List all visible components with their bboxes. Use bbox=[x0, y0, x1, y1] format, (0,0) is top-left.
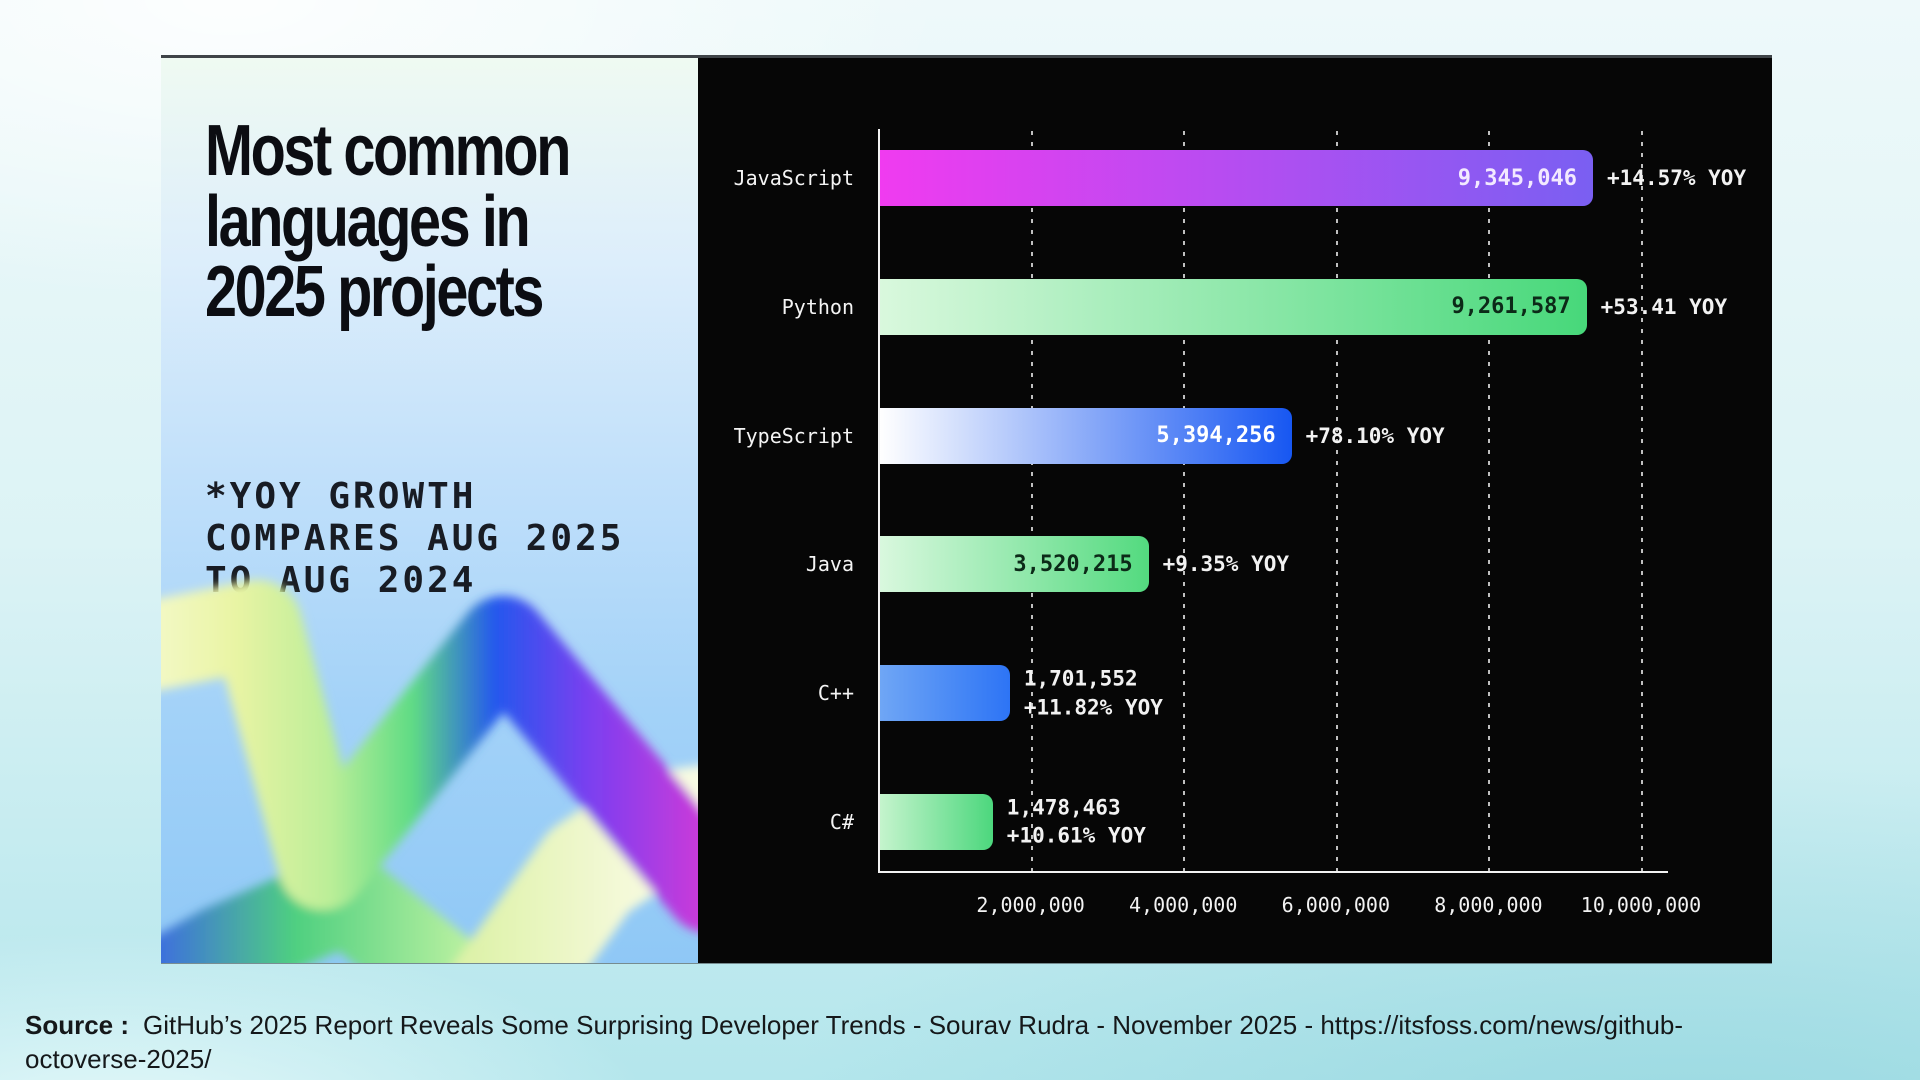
x-tick-label: 8,000,000 bbox=[1434, 893, 1543, 917]
value-growth-block: 1,701,552 +11.82% YOY bbox=[1024, 665, 1163, 722]
category-label-Python: Python bbox=[781, 294, 854, 319]
category-label-Java: Java bbox=[805, 552, 854, 577]
bar-TypeScript: 5,394,256 bbox=[880, 407, 1292, 464]
page-title: Most common languages in 2025 projects bbox=[205, 111, 571, 333]
title-panel: Most common languages in 2025 projects *… bbox=[161, 58, 698, 963]
plot-area: 2,000,000 4,000,000 6,000,000 8,000,000 10,0… bbox=[734, 129, 1758, 917]
x-axis-line bbox=[878, 871, 1668, 873]
bar-Java: 3,520,215 bbox=[880, 536, 1149, 593]
bar-C++ bbox=[880, 665, 1010, 722]
title-line-1: Most common bbox=[205, 111, 571, 191]
growth-label: +9.35% YOY bbox=[1162, 552, 1290, 577]
value-label: 3,520,215 bbox=[1013, 551, 1133, 577]
bar-Python: 9,261,587 bbox=[880, 278, 1587, 335]
value-growth-block: 1,478,463 +10.61% YOY bbox=[1007, 794, 1146, 851]
gridline-2,000,000 bbox=[1030, 131, 1033, 871]
chart-panel: 2,000,000 4,000,000 6,000,000 8,000,000 10,0… bbox=[698, 58, 1772, 963]
growth-label: +53.41 YOY bbox=[1600, 294, 1728, 319]
note-line-2: COMPARES AUG 2025 bbox=[205, 517, 625, 559]
category-label-C++: C++ bbox=[817, 681, 854, 706]
title-line-2: languages in bbox=[205, 181, 531, 262]
title-line-3: 2025 projects bbox=[205, 252, 544, 333]
bar-C# bbox=[880, 794, 993, 850]
category-label-JavaScript: JavaScript bbox=[733, 166, 854, 190]
growth-label: +11.82% YOY bbox=[1023, 695, 1163, 720]
category-label-C#: C# bbox=[829, 810, 854, 834]
bar-JavaScript: 9,345,046 bbox=[880, 150, 1594, 206]
yoy-note: *YOY GROWTH COMPARES AUG 2025 TO AUG 202… bbox=[205, 476, 624, 601]
category-label-TypeScript: TypeScript bbox=[733, 423, 854, 448]
value-label: 1,701,552 bbox=[1023, 666, 1138, 691]
decorative-ribbons-graphic bbox=[161, 580, 698, 963]
gridline-10,000,000 bbox=[1641, 131, 1643, 871]
value-label: 9,261,587 bbox=[1451, 294, 1571, 320]
x-tick-label: 10,000,000 bbox=[1580, 893, 1702, 917]
gridline-8,000,000 bbox=[1488, 131, 1491, 871]
growth-label: +10.61% YOY bbox=[1006, 824, 1146, 848]
note-line-1: *YOY GROWTH bbox=[205, 476, 477, 517]
value-label: 1,478,463 bbox=[1006, 795, 1121, 820]
source-caption: Source : GitHub’s 2025 Report Reveals Som… bbox=[25, 1008, 1783, 1077]
source-label: Source : bbox=[25, 1010, 130, 1040]
x-tick-label: 2,000,000 bbox=[976, 893, 1085, 917]
x-tick-label: 6,000,000 bbox=[1281, 893, 1390, 917]
y-axis-line bbox=[878, 129, 880, 873]
source-text: GitHub’s 2025 Report Reveals Some Surpri… bbox=[25, 1010, 1684, 1075]
growth-label: +78.10% YOY bbox=[1305, 423, 1445, 448]
infographic-card: Most common languages in 2025 projects *… bbox=[161, 55, 1772, 963]
gridline-6,000,000 bbox=[1335, 131, 1338, 871]
value-label: 5,394,256 bbox=[1156, 423, 1276, 449]
x-tick-label: 4,000,000 bbox=[1129, 893, 1238, 917]
growth-label: +14.57% YOY bbox=[1607, 166, 1747, 190]
gridline-4,000,000 bbox=[1183, 131, 1186, 871]
value-label: 9,345,046 bbox=[1457, 165, 1578, 191]
